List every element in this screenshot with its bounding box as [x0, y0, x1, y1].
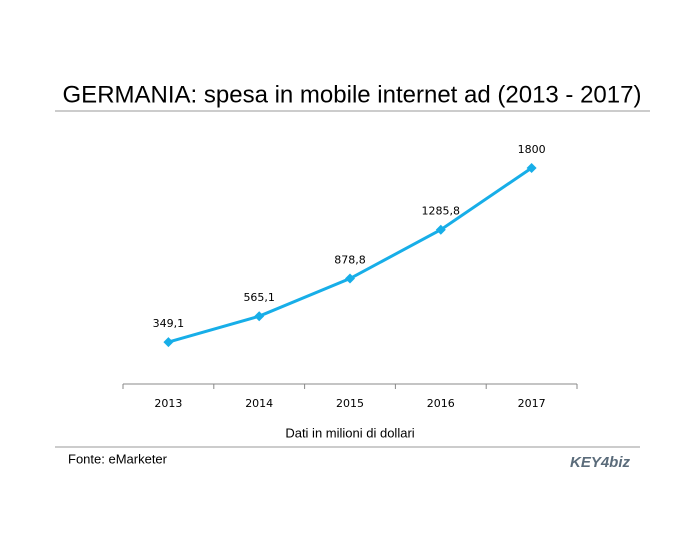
x-tick-label: 2016 — [427, 397, 455, 410]
chart-title: GERMANIA: spesa in mobile internet ad (2… — [63, 81, 642, 108]
x-tick-label: 2013 — [154, 397, 182, 410]
data-point — [163, 337, 174, 348]
x-tick-label: 2017 — [518, 397, 546, 410]
data-label: 565,1 — [243, 291, 275, 304]
data-label: 1800 — [518, 143, 546, 156]
x-axis-label: Dati in milioni di dollari — [285, 425, 414, 440]
data-label: 349,1 — [153, 317, 185, 330]
data-label: 878,8 — [334, 254, 366, 267]
logo: KEY4biz — [570, 454, 631, 471]
x-tick-label: 2014 — [245, 397, 273, 410]
x-tick-label: 2015 — [336, 397, 364, 410]
source: Fonte: eMarketer — [68, 451, 168, 466]
data-point — [435, 224, 446, 235]
data-label: 1285,8 — [422, 205, 461, 218]
data-point — [345, 273, 355, 284]
data-point — [254, 311, 265, 322]
data-point — [526, 163, 537, 173]
